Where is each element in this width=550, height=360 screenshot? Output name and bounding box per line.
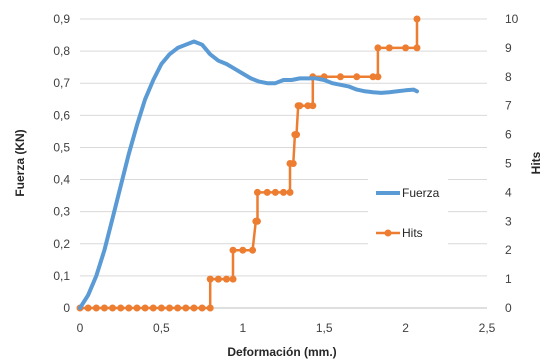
hits-point (253, 217, 261, 225)
hits-point (413, 44, 421, 52)
y-axis-ticks: 0 0,1 0,2 0,3 0,4 0,5 0,6 0,7 0,8 0,9 (53, 12, 70, 315)
y-tick-label: 0,2 (53, 237, 70, 251)
hits-point (229, 275, 237, 283)
grid (80, 18, 487, 277)
y2-tick-label: 3 (505, 214, 512, 228)
hits-point (133, 304, 141, 312)
hits-point (214, 275, 222, 283)
y2-axis-title: Hits (529, 151, 543, 174)
hits-point (402, 44, 410, 52)
hits-point (100, 304, 108, 312)
y2-tick-label: 0 (505, 301, 512, 315)
hits-point (385, 44, 393, 52)
hits-point (109, 304, 117, 312)
hits-point (336, 73, 344, 81)
y-tick-label: 0,3 (53, 205, 70, 219)
hits-point (289, 160, 297, 167)
legend-marker-hits (384, 229, 392, 237)
hits-point (157, 304, 165, 312)
y-tick-label: 0,7 (53, 76, 70, 90)
hits-point (271, 188, 279, 196)
x-tick-label: 0,5 (153, 321, 170, 335)
y-tick-label: 0,4 (53, 173, 70, 187)
hits-point (296, 102, 304, 110)
x-tick-label: 2,5 (479, 321, 496, 335)
series-line-hits (80, 19, 419, 310)
hits-point (149, 304, 157, 312)
hits-point (117, 304, 125, 312)
series-line-fuerza (78, 39, 419, 310)
y-tick-label: 0 (63, 301, 70, 315)
hits-point (125, 304, 133, 312)
hits-point (206, 304, 214, 312)
y-tick-label: 0,5 (53, 140, 70, 154)
plot-area (76, 15, 421, 312)
hits-point (253, 188, 261, 196)
hits-point (280, 188, 287, 196)
hits-point (293, 131, 301, 139)
y2-tick-label: 4 (505, 185, 512, 199)
legend-label-hits: Hits (402, 226, 423, 240)
hits-point (263, 188, 271, 196)
hits-point (190, 304, 198, 312)
hits-point (304, 102, 312, 110)
x-tick-label: 1 (239, 321, 246, 335)
hits-point (369, 73, 377, 81)
y-tick-label: 0,8 (53, 44, 70, 58)
hits-point (174, 304, 182, 312)
hits-point (286, 188, 294, 196)
y2-tick-label: 5 (505, 157, 512, 171)
hits-point (309, 102, 317, 110)
hits-point (374, 44, 382, 52)
y-tick-label: 0,1 (53, 269, 70, 283)
y-tick-label: 0,6 (53, 108, 70, 122)
x-tick-label: 0 (77, 321, 84, 335)
hits-point (353, 73, 361, 81)
hits-point (239, 246, 247, 254)
legend: Fuerza Hits (368, 172, 448, 248)
hits-point (229, 246, 237, 254)
hits-point (141, 304, 149, 312)
hits-point (249, 246, 257, 254)
y2-axis-ticks: 0 1 2 3 4 5 6 7 8 9 10 (505, 12, 519, 315)
y-tick-label: 0,9 (53, 12, 70, 26)
hits-point (413, 15, 421, 23)
x-tick-label: 1,5 (316, 321, 333, 335)
hits-point (374, 73, 382, 81)
y2-tick-label: 2 (505, 243, 512, 257)
x-axis-ticks: 0 0,5 1 1,5 2 2,5 (77, 321, 496, 335)
hits-point (206, 275, 214, 283)
y2-tick-label: 10 (505, 12, 519, 26)
y2-tick-label: 7 (505, 99, 512, 113)
legend-box (368, 172, 448, 248)
hits-point (182, 304, 190, 312)
y2-tick-label: 1 (505, 272, 512, 286)
legend-label-fuerza: Fuerza (402, 186, 440, 200)
x-axis-title: Deformación (mm.) (227, 345, 336, 359)
hits-point (84, 304, 92, 312)
y2-tick-label: 6 (505, 128, 512, 142)
hits-point (198, 304, 206, 312)
hits-point (166, 304, 174, 312)
hits-point (92, 304, 100, 312)
y2-tick-label: 8 (505, 70, 512, 84)
x-tick-label: 2 (402, 321, 409, 335)
y2-tick-label: 9 (505, 41, 512, 55)
hits-point (223, 275, 231, 283)
y-axis-title: Fuerza (KN) (13, 129, 27, 196)
